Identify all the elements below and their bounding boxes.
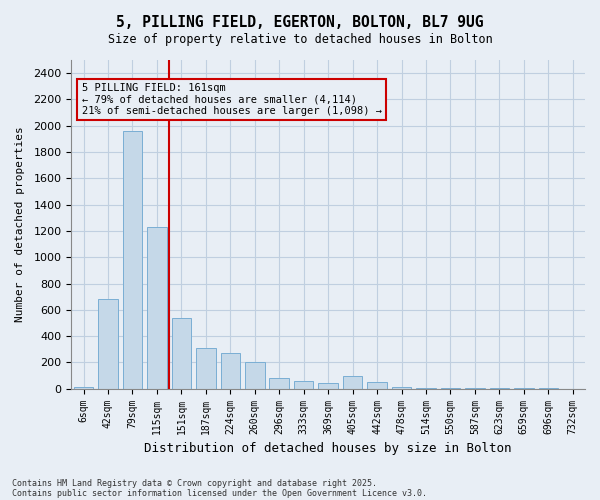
Bar <box>196 348 215 389</box>
Bar <box>98 300 118 388</box>
Text: Contains HM Land Registry data © Crown copyright and database right 2025.: Contains HM Land Registry data © Crown c… <box>12 478 377 488</box>
Y-axis label: Number of detached properties: Number of detached properties <box>15 126 25 322</box>
X-axis label: Distribution of detached houses by size in Bolton: Distribution of detached houses by size … <box>145 442 512 455</box>
Bar <box>122 131 142 388</box>
Text: 5, PILLING FIELD, EGERTON, BOLTON, BL7 9UG: 5, PILLING FIELD, EGERTON, BOLTON, BL7 9… <box>116 15 484 30</box>
Bar <box>294 381 313 388</box>
Bar <box>172 318 191 388</box>
Bar <box>343 376 362 388</box>
Bar <box>392 386 412 388</box>
Bar <box>74 386 94 388</box>
Bar <box>245 362 265 388</box>
Bar <box>367 382 387 388</box>
Bar <box>221 353 240 388</box>
Text: Contains public sector information licensed under the Open Government Licence v3: Contains public sector information licen… <box>12 488 427 498</box>
Text: 5 PILLING FIELD: 161sqm
← 79% of detached houses are smaller (4,114)
21% of semi: 5 PILLING FIELD: 161sqm ← 79% of detache… <box>82 83 382 116</box>
Bar <box>319 383 338 388</box>
Bar <box>147 227 167 388</box>
Bar <box>269 378 289 388</box>
Text: Size of property relative to detached houses in Bolton: Size of property relative to detached ho… <box>107 32 493 46</box>
